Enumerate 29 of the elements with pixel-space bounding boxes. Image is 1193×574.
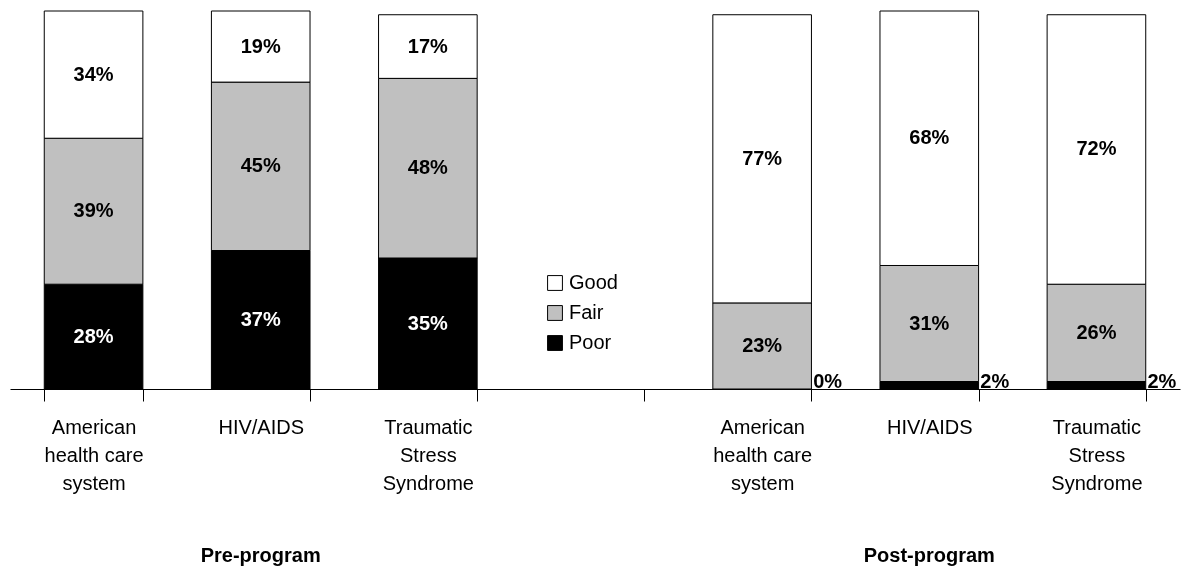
data-label: 34% (73, 62, 114, 85)
text: Pre-program (200, 544, 321, 566)
x-tick-label: American health care system (713, 415, 813, 494)
x-tick-label: HIV/AIDS (218, 415, 304, 438)
data-label: 26% (1076, 320, 1117, 343)
data-label: 2% (980, 370, 1010, 392)
x-tick-label: HIV/AIDS (887, 415, 973, 438)
data-label: 2% (1147, 370, 1177, 392)
x-tick-label: Traumatic Stress Syndrome (1051, 415, 1143, 494)
data-label: 45% (240, 154, 281, 177)
data-label: 35% (407, 311, 449, 334)
data-label: 68% (909, 126, 950, 149)
x-tick-label: American health care system (44, 415, 144, 494)
data-label: 39% (73, 199, 114, 222)
legend-label: Poor (569, 331, 612, 353)
data-label: 28% (73, 324, 114, 347)
data-label: 72% (1076, 137, 1117, 160)
data-label: 19% (240, 34, 281, 57)
legend-label: Fair (569, 301, 604, 323)
data-label: 31% (909, 311, 950, 334)
legend-label: Good (569, 271, 618, 293)
x-tick-label: Traumatic Stress Syndrome (382, 415, 474, 494)
data-label: 17% (407, 34, 449, 57)
data-label: 48% (407, 156, 449, 179)
data-label: 23% (742, 333, 783, 356)
text: Post-program (863, 544, 995, 566)
data-label: 0% (813, 370, 843, 392)
data-label: 77% (742, 146, 783, 169)
data-label: 37% (240, 307, 281, 330)
